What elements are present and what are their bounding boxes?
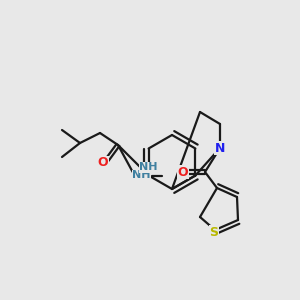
Text: NH: NH — [140, 163, 158, 172]
Text: O: O — [178, 166, 188, 178]
Text: O: O — [98, 157, 108, 169]
Text: NH: NH — [132, 170, 151, 181]
Text: N: N — [215, 142, 225, 154]
Text: S: S — [209, 226, 218, 238]
